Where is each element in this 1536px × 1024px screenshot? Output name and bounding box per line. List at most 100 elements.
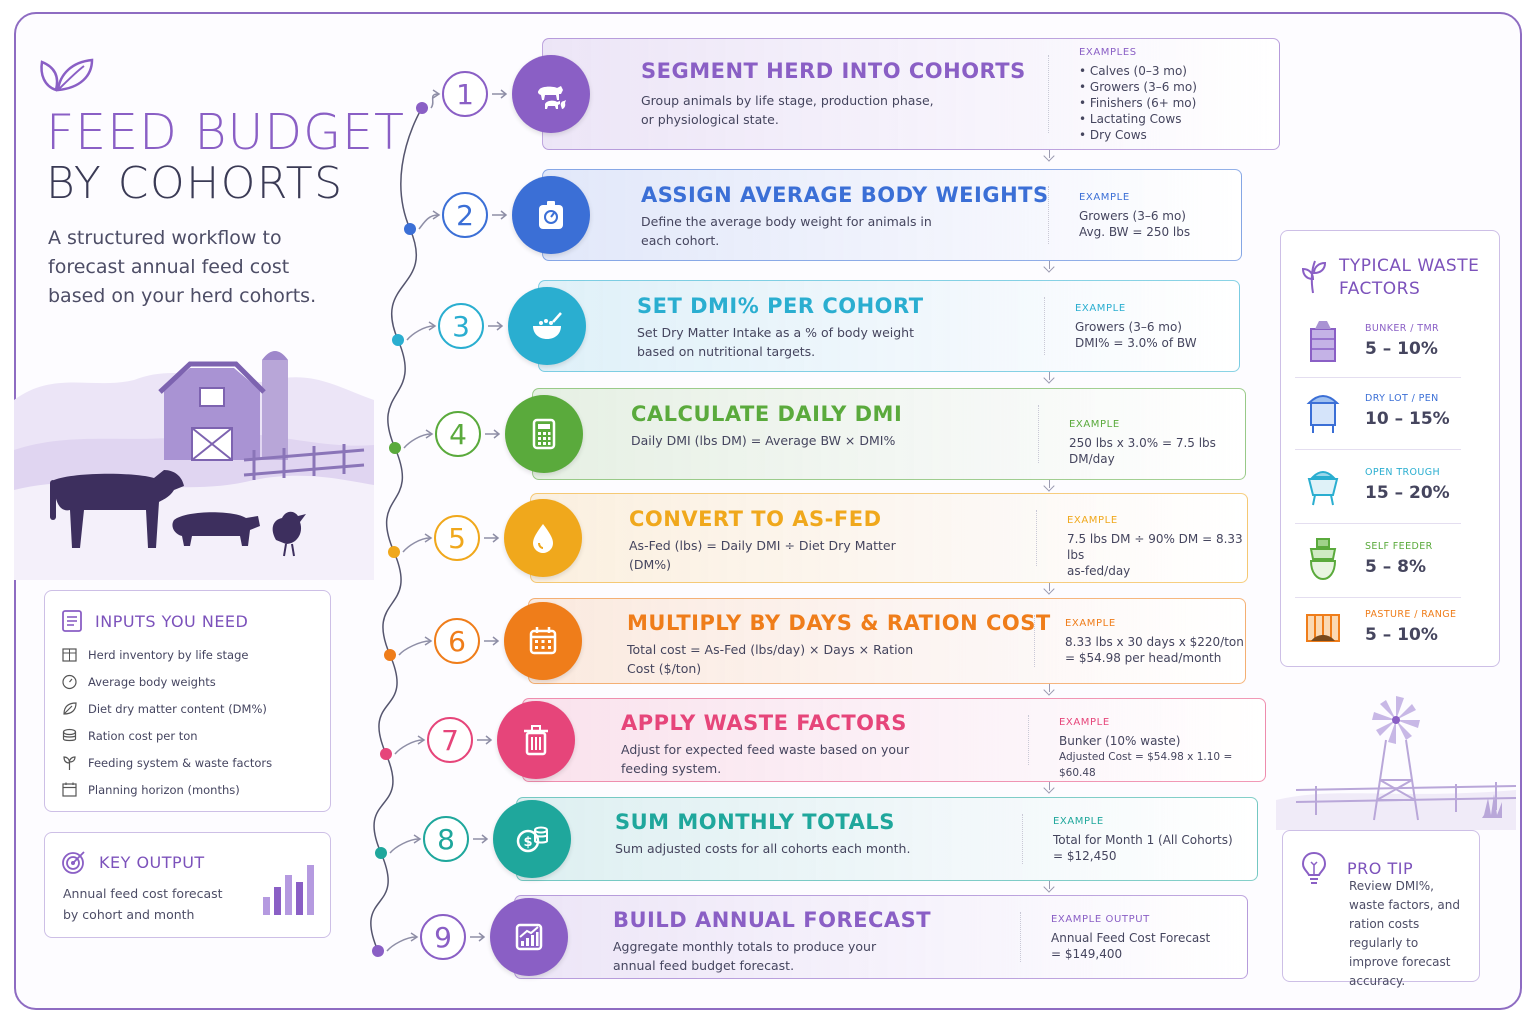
timeline-dot	[384, 649, 396, 661]
calendar-icon	[504, 602, 582, 680]
arrow-head	[432, 210, 441, 220]
step-title: SEGMENT HERD INTO COHORTS	[641, 59, 1026, 83]
step-number: 3	[438, 303, 484, 349]
step-desc: Group animals by life stage, production …	[641, 93, 934, 127]
fence-icon	[1306, 614, 1340, 642]
waste-value: 10 – 15%	[1365, 409, 1450, 429]
bunker-icon	[1310, 321, 1336, 362]
step-number: 7	[427, 717, 473, 763]
page-title-line2: BY COHORTS	[46, 158, 344, 209]
step-card: ASSIGN AVERAGE BODY WEIGHTS Define the a…	[542, 169, 1242, 261]
farm-illustration	[14, 351, 374, 580]
example-label: EXAMPLE	[1079, 192, 1130, 203]
card-divider	[1044, 297, 1045, 355]
divider	[1295, 523, 1461, 524]
example-line: 8.33 lbs x 30 days x $220/ton	[1065, 635, 1244, 649]
step-card: SET DMI% PER COHORT Set Dry Matter Intak…	[538, 280, 1240, 372]
step-title: APPLY WASTE FACTORS	[621, 711, 907, 735]
waste-label: PASTURE / RANGE	[1365, 609, 1457, 620]
page-title: FEED BUDGET	[46, 104, 405, 161]
calendar-icon	[62, 782, 77, 797]
waste-item-open-trough: OPEN TROUGH 15 – 20%	[1295, 455, 1461, 519]
arrow-connector	[402, 537, 431, 553]
example-label: EXAMPLE	[1075, 303, 1126, 314]
card-divider	[1048, 55, 1049, 133]
leaf-icon	[63, 702, 77, 715]
example-label: EXAMPLE	[1059, 717, 1110, 728]
divider	[1295, 449, 1461, 450]
step-desc: Daily DMI (lbs DM) = Average BW × DMI%	[631, 433, 896, 448]
card-connector	[1049, 684, 1050, 692]
input-item-label: Herd inventory by life stage	[88, 647, 249, 662]
example-label: EXAMPLES	[1079, 47, 1137, 58]
step-desc: Sum adjusted costs for all cohorts each …	[615, 841, 911, 856]
inputs-panel: INPUTS YOU NEED Herd inventory by life s…	[44, 590, 331, 812]
bar-chart-icon	[263, 865, 314, 915]
key-output-desc: Annual feed cost forecast by cohort and …	[63, 883, 223, 925]
coins-icon	[62, 728, 77, 742]
step-number: 5	[434, 515, 480, 561]
example-line: Bunker (10% waste)	[1059, 734, 1181, 748]
lightbulb-icon	[1301, 851, 1327, 884]
example-line: 250 lbs x 3.0% = 7.5 lbs DM/day	[1069, 436, 1216, 466]
example-label: EXAMPLE	[1053, 816, 1104, 827]
inputs-list: Herd inventory by life stage Average bod…	[61, 641, 272, 803]
scale-icon	[512, 176, 590, 254]
arrow-connector	[470, 932, 486, 942]
example-line: Growers (3–6 mo)	[1075, 320, 1182, 334]
waste-title-line: TYPICAL WASTE	[1339, 256, 1480, 276]
example-label: EXAMPLE	[1065, 618, 1116, 629]
bar	[307, 865, 314, 915]
step-title: CALCULATE DAILY DMI	[631, 402, 903, 426]
timeline-curve	[370, 107, 423, 952]
arrow-head	[428, 321, 437, 331]
step-number: 2	[442, 192, 488, 238]
step-card: CONVERT TO AS-FED As-Fed (lbs) = Daily D…	[530, 493, 1248, 583]
windmill-illustration	[1276, 696, 1516, 830]
example-label: EXAMPLE OUTPUT	[1051, 914, 1150, 925]
waste-item-pasture: PASTURE / RANGE 5 – 10%	[1295, 597, 1461, 661]
waste-factors-panel: TYPICAL WASTE FACTORS BUNKER / TMR 5 – 1…	[1280, 230, 1500, 667]
input-item: Herd inventory by life stage	[61, 641, 272, 668]
arrow-connector	[398, 640, 431, 656]
feed-bowl-icon	[508, 287, 586, 365]
example-line: = $12,450	[1053, 849, 1117, 863]
arrow-head	[424, 636, 433, 646]
card-connector	[1049, 261, 1050, 269]
waste-label: BUNKER / TMR	[1365, 323, 1440, 334]
step-number: 6	[434, 618, 480, 664]
arrow-connector	[418, 214, 439, 230]
arrow-head	[413, 834, 422, 844]
card-connector	[1049, 372, 1050, 380]
arrow-connector	[484, 533, 500, 543]
timeline-dot	[388, 546, 400, 558]
step-desc: Total cost = As-Fed (lbs/day) × Days × R…	[627, 642, 914, 676]
arrow-head	[425, 429, 434, 439]
key-output-desc-line: Annual feed cost forecast	[63, 886, 223, 901]
arrow-connector	[488, 321, 504, 331]
timeline-dot	[416, 102, 428, 114]
step-desc: Define the average body weight for anima…	[641, 214, 932, 248]
pro-tip-header: PRO TIP	[1301, 851, 1413, 885]
card-connector	[1049, 583, 1050, 591]
step-card: MULTIPLY BY DAYS & RATION COST Total cos…	[528, 598, 1246, 684]
step-example: EXAMPLE Bunker (10% waste) Adjusted Cost…	[1059, 715, 1249, 781]
example-line: Growers (3–6 mo)	[1079, 209, 1186, 223]
arrow-connector	[473, 834, 489, 844]
step-title: SET DMI% PER COHORT	[637, 294, 924, 318]
arrow-connector	[430, 93, 439, 109]
waste-value: 5 – 10%	[1365, 339, 1438, 359]
key-output-header: KEY OUTPUT	[61, 849, 205, 875]
example-line: DMI% = 3.0% of BW	[1075, 336, 1197, 350]
waste-title-line: FACTORS	[1339, 279, 1421, 299]
arrow-connector	[485, 429, 501, 439]
arrow-head	[432, 89, 441, 99]
divider	[1295, 597, 1461, 598]
inputs-title: INPUTS YOU NEED	[95, 611, 249, 631]
input-item: Diet dry matter content (DM%)	[61, 695, 272, 722]
inputs-header: INPUTS YOU NEED	[61, 609, 248, 633]
example-line: = $54.98 per head/month	[1065, 651, 1222, 665]
step-example: EXAMPLE Total for Month 1 (All Cohorts) …	[1053, 814, 1243, 864]
input-item-label: Ration cost per ton	[88, 728, 198, 743]
input-item-label: Planning horizon (months)	[88, 782, 240, 797]
